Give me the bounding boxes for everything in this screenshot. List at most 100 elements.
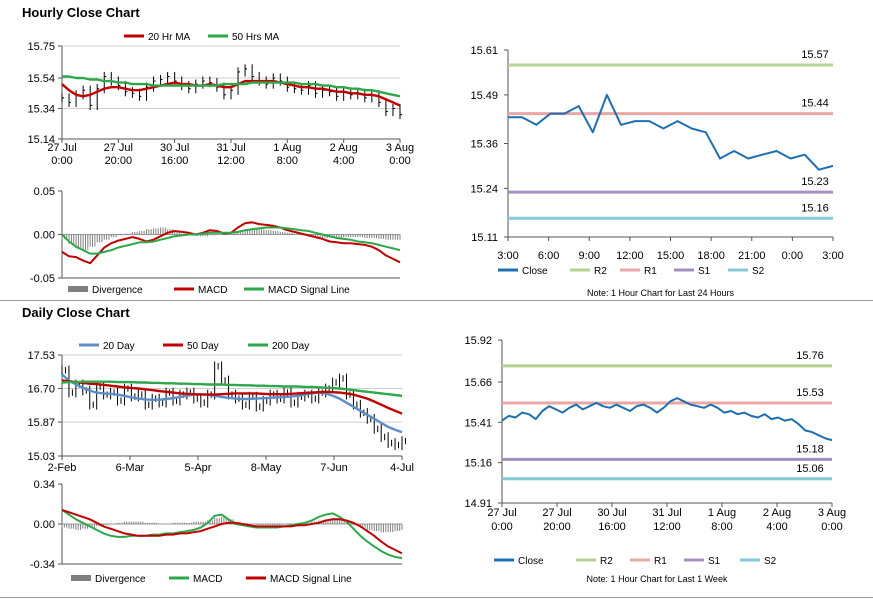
legend-swatch bbox=[68, 286, 88, 292]
y-tick-label: 15.11 bbox=[471, 232, 498, 244]
daily-macd-chart: 0.34 0.00 -0.34 Divergence MACD MACD Signal L… bbox=[30, 479, 403, 585]
level-label-r2: 15.76 bbox=[796, 350, 824, 362]
ma-20-line bbox=[61, 79, 401, 107]
legend-label: S1 bbox=[698, 266, 711, 277]
x-tick-label: 15:00 bbox=[657, 250, 685, 262]
y-tick-label: 15.14 bbox=[27, 134, 55, 146]
x-tick-label: 30 Jul bbox=[597, 507, 626, 519]
legend-label: MACD Signal Line bbox=[270, 574, 352, 585]
macd-line bbox=[61, 509, 403, 560]
y-tick-label: 0.05 bbox=[34, 186, 55, 198]
close-line bbox=[501, 397, 833, 442]
y-tick-label: 15.03 bbox=[27, 451, 55, 463]
legend-label: S2 bbox=[752, 266, 765, 277]
close-line bbox=[508, 93, 834, 171]
x-tick-label: 3:00 bbox=[822, 250, 843, 262]
x-tick-label: 31 Jul bbox=[652, 507, 681, 519]
x-tick-label: 6-Mar bbox=[116, 462, 145, 474]
legend-label: R2 bbox=[600, 556, 613, 567]
hourly-macd-chart: 0.05 0.00 -0.05 Divergence MACD MACD Signal L… bbox=[30, 186, 401, 296]
x-tick-label: 2-Feb bbox=[48, 462, 77, 474]
y-tick-label: 15.16 bbox=[464, 458, 492, 470]
legend-label: R2 bbox=[594, 266, 607, 277]
x-tick-label-time: 16:00 bbox=[161, 155, 189, 167]
x-tick-label-time: 16:00 bbox=[598, 521, 626, 533]
legend-label: MACD Signal Line bbox=[268, 285, 350, 296]
x-tick-label: 12:00 bbox=[616, 250, 644, 262]
y-tick-label: 15.92 bbox=[464, 335, 492, 347]
x-tick-label: 3 Aug bbox=[386, 142, 414, 154]
hourly-section-title: Hourly Close Chart bbox=[22, 5, 140, 20]
x-tick-label-time: 4:00 bbox=[333, 155, 354, 167]
y-tick-label: 16.70 bbox=[27, 384, 55, 396]
hourly-24h-chart: 15.61 15.49 15.36 15.24 15.11 3:00 6:00 9:00 12:… bbox=[470, 45, 843, 298]
level-label-r1: 15.53 bbox=[796, 387, 824, 399]
y-tick-label: 14.91 bbox=[464, 498, 492, 510]
x-tick-label: 1 Aug bbox=[273, 142, 301, 154]
y-tick-label: 0.34 bbox=[34, 479, 55, 491]
x-tick-label-time: 0:00 bbox=[821, 521, 842, 533]
y-tick-label: 15.41 bbox=[464, 417, 492, 429]
y-tick-label: 15.75 bbox=[27, 41, 55, 53]
legend-label: Close bbox=[522, 266, 548, 277]
legend-label: 50 Day bbox=[187, 341, 219, 352]
x-tick-label: 30 Jul bbox=[160, 142, 189, 154]
chart-note: Note: 1 Hour Chart for Last 24 Hours bbox=[587, 288, 735, 298]
legend-label: 200 Day bbox=[272, 341, 309, 352]
y-tick-label: 15.54 bbox=[27, 73, 55, 85]
bottom-divider bbox=[0, 597, 873, 598]
ma-50-day-line bbox=[61, 379, 403, 415]
x-tick-label-time: 12:00 bbox=[217, 155, 245, 167]
x-tick-label: 27 Jul bbox=[47, 142, 76, 154]
macd-signal-line bbox=[61, 508, 403, 555]
level-label-s1: 15.23 bbox=[801, 176, 829, 188]
x-tick-label: 18:00 bbox=[697, 250, 725, 262]
level-label-r2: 15.57 bbox=[801, 49, 829, 61]
x-tick-label: 7-Jun bbox=[320, 462, 348, 474]
daily-section-title: Daily Close Chart bbox=[22, 305, 130, 320]
x-tick-label: 1 Aug bbox=[708, 507, 736, 519]
x-tick-label: 21:00 bbox=[738, 250, 766, 262]
ma-20-day-line bbox=[61, 373, 403, 434]
x-tick-label: 2 Aug bbox=[763, 507, 791, 519]
y-tick-label: 15.34 bbox=[27, 104, 55, 116]
ma-200-day-line bbox=[61, 380, 403, 397]
y-tick-label: -0.05 bbox=[30, 273, 55, 285]
level-label-s2: 15.16 bbox=[801, 202, 829, 214]
x-tick-label-time: 8:00 bbox=[711, 521, 732, 533]
level-label-s2: 15.06 bbox=[796, 463, 824, 475]
x-tick-label: 8-May bbox=[251, 462, 282, 474]
x-tick-label: 3:00 bbox=[497, 250, 518, 262]
x-tick-label-time: 0:00 bbox=[389, 155, 410, 167]
y-tick-label: 17.53 bbox=[27, 350, 55, 362]
legend-swatch bbox=[71, 575, 91, 581]
legend-label: S1 bbox=[708, 556, 721, 567]
chart-note: Note: 1 Hour Chart for Last 1 Week bbox=[587, 574, 728, 584]
section-divider bbox=[0, 300, 873, 301]
level-label-r1: 15.44 bbox=[801, 98, 829, 110]
x-tick-label-time: 8:00 bbox=[277, 155, 298, 167]
level-label-s1: 15.18 bbox=[796, 443, 824, 455]
x-tick-label-time: 0:00 bbox=[491, 521, 512, 533]
x-tick-label: 2 Aug bbox=[330, 142, 358, 154]
x-tick-label: 6:00 bbox=[538, 250, 559, 262]
legend-label: Divergence bbox=[95, 574, 146, 585]
y-tick-label: 15.66 bbox=[464, 377, 492, 389]
x-tick-label-time: 20:00 bbox=[105, 155, 133, 167]
y-tick-label: 15.24 bbox=[470, 183, 498, 195]
daily-price-chart: 17.53 16.70 15.87 15.032-Feb 6-Mar 5-Apr 8-May… bbox=[27, 341, 413, 474]
x-tick-label: 5-Apr bbox=[185, 462, 212, 474]
x-tick-label-time: 12:00 bbox=[653, 521, 681, 533]
x-tick-label: 0:00 bbox=[782, 250, 803, 262]
macd-signal-line bbox=[61, 226, 401, 255]
y-tick-label: 0.00 bbox=[34, 230, 55, 242]
y-tick-label: 15.61 bbox=[470, 45, 498, 57]
legend-label: Close bbox=[518, 556, 544, 567]
legend-label: S2 bbox=[764, 556, 777, 567]
x-tick-label-time: 4:00 bbox=[766, 521, 787, 533]
x-tick-label: 9:00 bbox=[579, 250, 600, 262]
x-tick-label: 31 Jul bbox=[216, 142, 245, 154]
y-tick-label: 15.36 bbox=[470, 139, 498, 151]
